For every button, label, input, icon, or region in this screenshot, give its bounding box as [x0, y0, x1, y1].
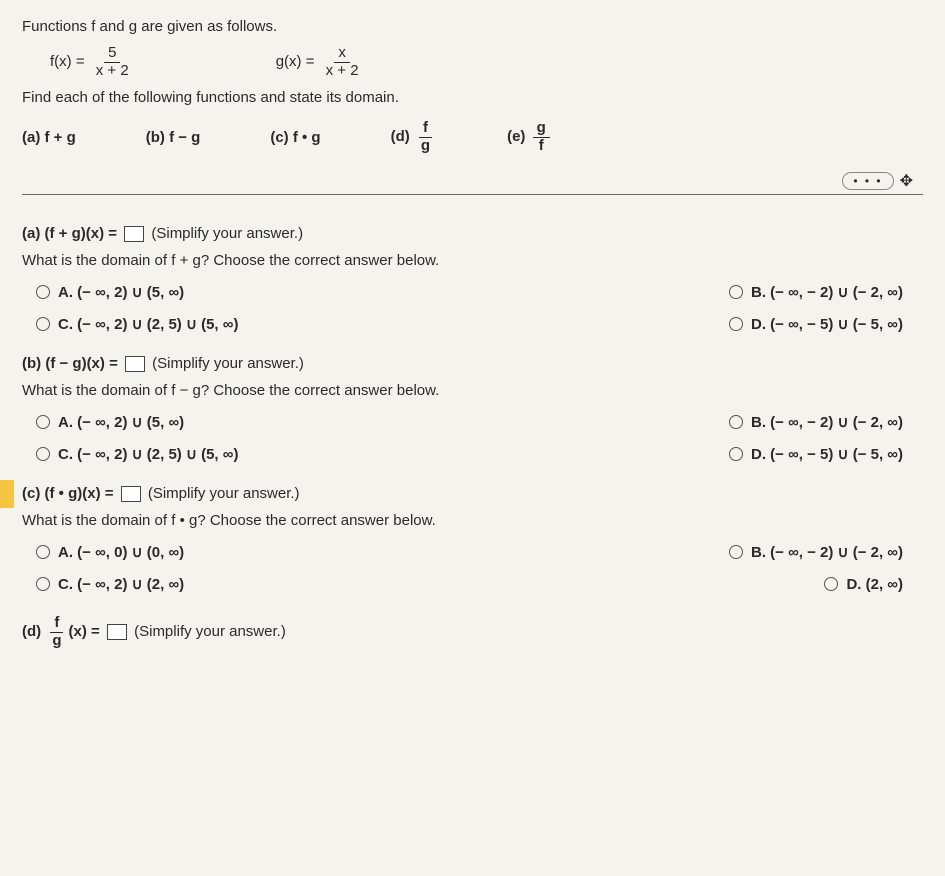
qc-optA-text: A. (− ∞, 0) ∪ (0, ∞) — [58, 543, 184, 561]
qc-optD-text: D. (2, ∞) — [846, 576, 903, 593]
divider — [22, 194, 923, 195]
qa-option-b[interactable]: B. (− ∞, − 2) ∪ (− 2, ∞) — [729, 283, 903, 301]
qc-optB-text: B. (− ∞, − 2) ∪ (− 2, ∞) — [751, 543, 903, 561]
qc-suffix: (Simplify your answer.) — [148, 485, 300, 502]
f-label: f(x) = — [50, 53, 85, 70]
part-e-num: g — [533, 120, 550, 138]
qd-answer-box[interactable] — [107, 624, 127, 640]
qa-optC-text: C. (− ∞, 2) ∪ (2, 5) ∪ (5, ∞) — [58, 315, 238, 333]
qb-option-d[interactable]: D. (− ∞, − 5) ∪ (− 5, ∞) — [729, 445, 903, 463]
ellipsis-icon: • • • — [842, 172, 893, 190]
radio-icon — [36, 577, 50, 591]
f-denominator: x + 2 — [92, 63, 133, 80]
page-marker — [0, 480, 14, 508]
part-e-fraction: g f — [533, 120, 550, 154]
qc-prefix: (c) (f • g)(x) = — [22, 485, 114, 502]
qa-domain-question: What is the domain of f + g? Choose the … — [22, 252, 923, 269]
radio-icon — [729, 285, 743, 299]
radio-icon — [36, 317, 50, 331]
worksheet-page: Functions f and g are given as follows. … — [0, 0, 945, 876]
qb-option-a[interactable]: A. (− ∞, 2) ∪ (5, ∞) — [36, 413, 460, 431]
qb-optD-text: D. (− ∞, − 5) ∪ (− 5, ∞) — [751, 445, 903, 463]
g-label: g(x) = — [276, 53, 315, 70]
qa-option-a[interactable]: A. (− ∞, 2) ∪ (5, ∞) — [36, 283, 460, 301]
qb-optC-text: C. (− ∞, 2) ∪ (2, 5) ∪ (5, ∞) — [58, 445, 238, 463]
qa-optB-text: B. (− ∞, − 2) ∪ (− 2, ∞) — [751, 283, 903, 301]
part-b: (b) f − g — [146, 129, 201, 146]
qa-optD-text: D. (− ∞, − 5) ∪ (− 5, ∞) — [751, 315, 903, 333]
radio-icon — [729, 415, 743, 429]
qb-expression: (b) (f − g)(x) = (Simplify your answer.) — [22, 355, 923, 372]
question-a: (a) (f + g)(x) = (Simplify your answer.)… — [22, 225, 923, 333]
qc-option-c[interactable]: C. (− ∞, 2) ∪ (2, ∞) — [36, 575, 460, 593]
qc-answer-box[interactable] — [121, 486, 141, 502]
f-numerator: 5 — [104, 45, 120, 63]
more-handle[interactable]: • • • ✥ — [842, 171, 913, 191]
qd-fraction: f g — [48, 615, 65, 649]
parts-list: (a) f + g (b) f − g (c) f • g (d) f g (e… — [22, 120, 923, 154]
part-a: (a) f + g — [22, 129, 76, 146]
qa-prefix: (a) (f + g)(x) = — [22, 225, 117, 242]
qb-optB-text: B. (− ∞, − 2) ∪ (− 2, ∞) — [751, 413, 903, 431]
g-definition: g(x) = x x + 2 — [276, 45, 366, 79]
qa-option-d[interactable]: D. (− ∞, − 5) ∪ (− 5, ∞) — [729, 315, 903, 333]
radio-icon — [36, 545, 50, 559]
qb-options: A. (− ∞, 2) ∪ (5, ∞) B. (− ∞, − 2) ∪ (− … — [36, 413, 923, 463]
f-definition: f(x) = 5 x + 2 — [50, 45, 136, 79]
function-definitions: f(x) = 5 x + 2 g(x) = x x + 2 — [50, 45, 923, 79]
radio-icon — [36, 415, 50, 429]
part-d-fraction: f g — [417, 120, 434, 154]
qc-option-a[interactable]: A. (− ∞, 0) ∪ (0, ∞) — [36, 543, 460, 561]
qb-answer-box[interactable] — [125, 356, 145, 372]
radio-icon — [36, 447, 50, 461]
qd-suffix: (Simplify your answer.) — [134, 623, 286, 640]
qd-num: f — [50, 615, 63, 633]
qa-option-c[interactable]: C. (− ∞, 2) ∪ (2, 5) ∪ (5, ∞) — [36, 315, 460, 333]
question-c: (c) (f • g)(x) = (Simplify your answer.)… — [22, 485, 923, 593]
g-denominator: x + 2 — [322, 63, 363, 80]
qc-optC-text: C. (− ∞, 2) ∪ (2, ∞) — [58, 575, 184, 593]
radio-icon — [824, 577, 838, 591]
radio-icon — [36, 285, 50, 299]
part-e-den: f — [535, 138, 548, 155]
qa-expression: (a) (f + g)(x) = (Simplify your answer.) — [22, 225, 923, 242]
qa-optA-text: A. (− ∞, 2) ∪ (5, ∞) — [58, 283, 184, 301]
qb-domain-question: What is the domain of f − g? Choose the … — [22, 382, 923, 399]
question-d: (d) f g (x) = (Simplify your answer.) — [22, 615, 923, 649]
part-d-num: f — [419, 120, 432, 138]
part-d: (d) f g — [391, 120, 438, 154]
qc-option-b[interactable]: B. (− ∞, − 2) ∪ (− 2, ∞) — [729, 543, 903, 561]
part-c: (c) f • g — [270, 129, 320, 146]
qc-option-d[interactable]: D. (2, ∞) — [824, 575, 903, 593]
qb-option-c[interactable]: C. (− ∞, 2) ∪ (2, 5) ∪ (5, ∞) — [36, 445, 460, 463]
radio-icon — [729, 447, 743, 461]
g-numerator: x — [334, 45, 350, 63]
move-icon: ✥ — [900, 171, 913, 191]
question-b: (b) (f − g)(x) = (Simplify your answer.)… — [22, 355, 923, 463]
qb-optA-text: A. (− ∞, 2) ∪ (5, ∞) — [58, 413, 184, 431]
f-fraction: 5 x + 2 — [92, 45, 133, 79]
radio-icon — [729, 317, 743, 331]
qc-domain-question: What is the domain of f • g? Choose the … — [22, 512, 923, 529]
qc-expression: (c) (f • g)(x) = (Simplify your answer.) — [22, 485, 923, 502]
qa-options: A. (− ∞, 2) ∪ (5, ∞) B. (− ∞, − 2) ∪ (− … — [36, 283, 923, 333]
intro-text: Functions f and g are given as follows. — [22, 18, 923, 35]
qb-option-b[interactable]: B. (− ∞, − 2) ∪ (− 2, ∞) — [729, 413, 903, 431]
part-d-den: g — [417, 138, 434, 155]
qc-options: A. (− ∞, 0) ∪ (0, ∞) B. (− ∞, − 2) ∪ (− … — [36, 543, 923, 593]
qa-answer-box[interactable] — [124, 226, 144, 242]
qd-label: (d) — [22, 623, 41, 640]
g-fraction: x x + 2 — [322, 45, 363, 79]
qd-expression: (d) f g (x) = (Simplify your answer.) — [22, 615, 923, 649]
qb-suffix: (Simplify your answer.) — [152, 355, 304, 372]
find-instruction: Find each of the following functions and… — [22, 89, 923, 106]
part-e-label: (e) — [507, 128, 525, 145]
radio-icon — [729, 545, 743, 559]
part-e: (e) g f — [507, 120, 553, 154]
qa-suffix: (Simplify your answer.) — [151, 225, 303, 242]
qd-den: g — [48, 633, 65, 650]
part-d-label: (d) — [391, 128, 410, 145]
qd-tail: (x) = — [69, 623, 100, 640]
qb-prefix: (b) (f − g)(x) = — [22, 355, 118, 372]
